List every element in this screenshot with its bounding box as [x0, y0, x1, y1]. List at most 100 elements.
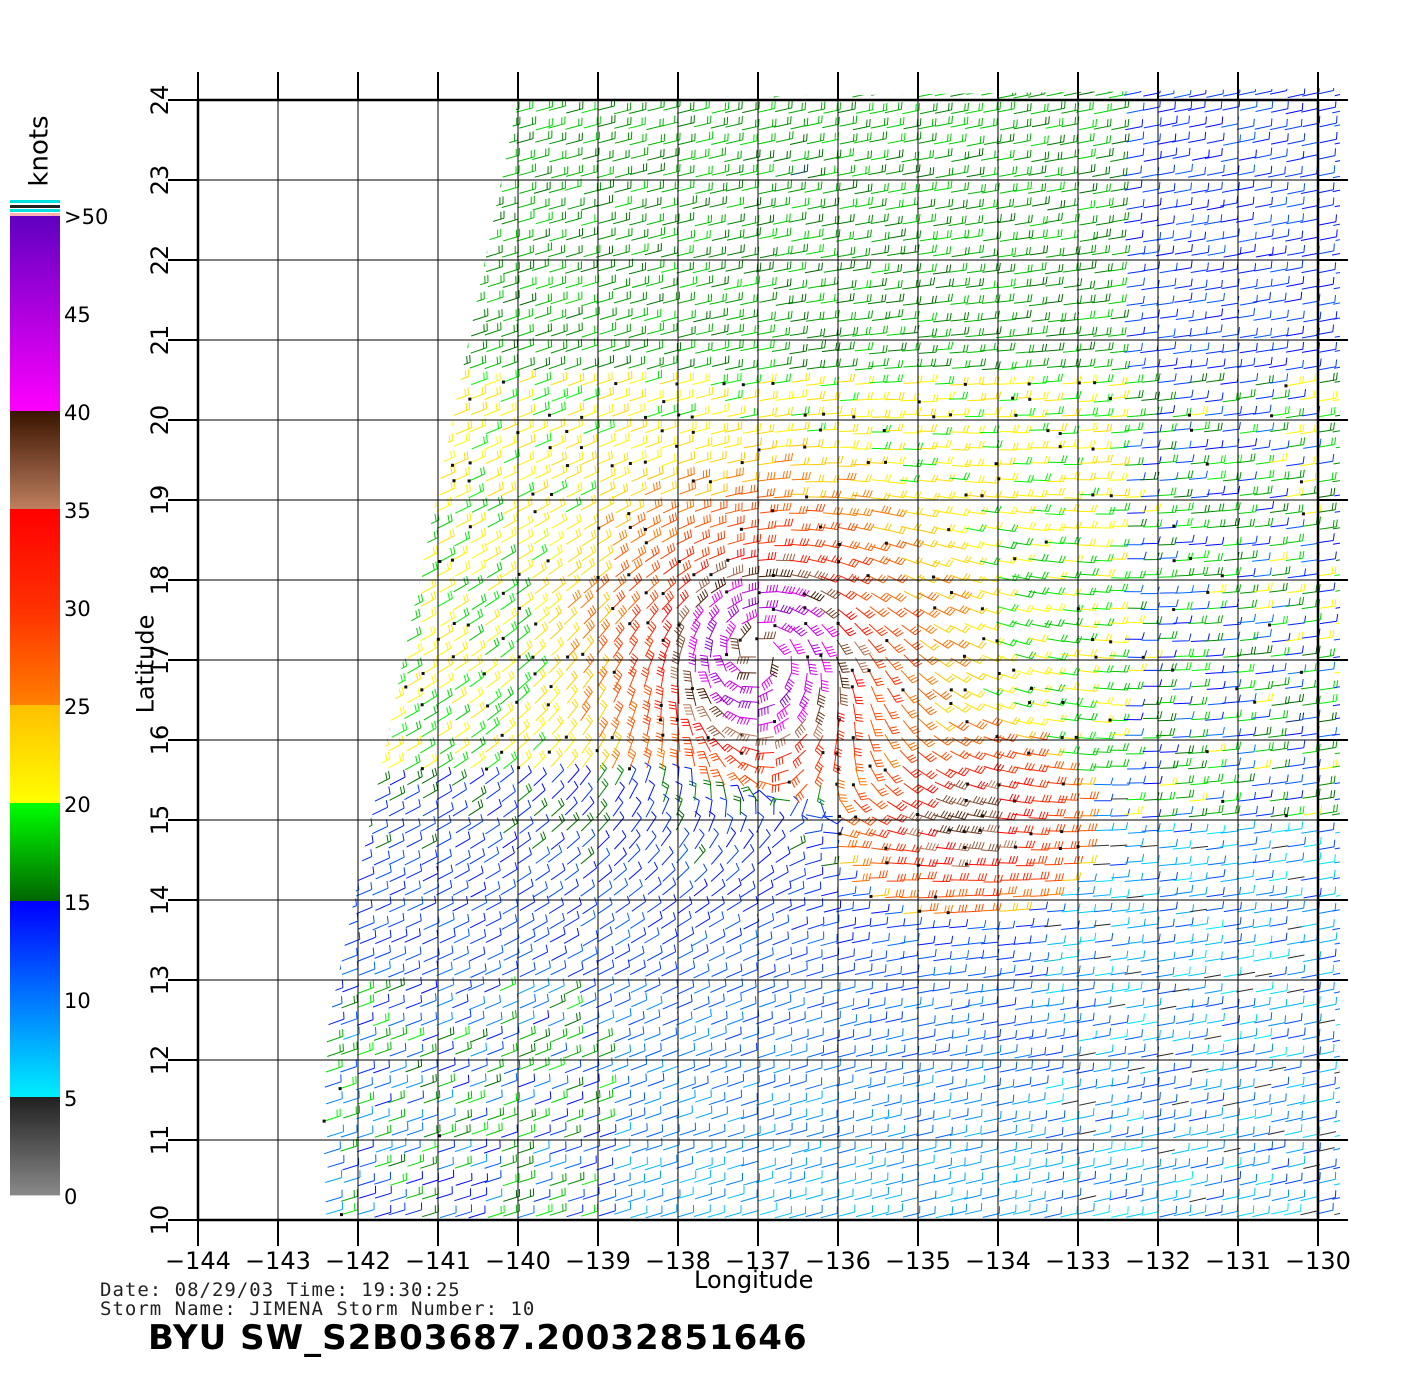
wind-barb — [471, 736, 486, 754]
wind-barb — [614, 1044, 632, 1059]
wind-barb — [871, 1172, 889, 1185]
wind-barb — [1268, 727, 1287, 738]
wind-barb — [868, 164, 887, 176]
wind-barb — [548, 733, 562, 753]
wind-barb — [694, 514, 711, 528]
wind-barb — [1287, 964, 1306, 976]
wind-barb — [372, 146, 390, 160]
wind-barb — [788, 389, 808, 399]
wind-barb — [451, 686, 467, 704]
wind-barb — [670, 684, 680, 704]
wind-barb — [532, 944, 549, 961]
wind-barb — [662, 995, 679, 1010]
wind-barb — [1060, 1142, 1079, 1154]
wind-barb — [671, 733, 681, 753]
wind-barb — [1352, 1011, 1369, 1022]
wind-barb — [1031, 997, 1050, 1009]
wind-barb — [934, 935, 954, 946]
wind-barb — [1253, 327, 1273, 339]
y-tick-label: 20 — [146, 405, 174, 436]
wind-barb — [949, 624, 971, 634]
wind-barb — [693, 310, 711, 323]
wind-barb — [917, 702, 937, 716]
wind-barb — [1204, 1174, 1223, 1187]
wind-barb — [1188, 949, 1207, 961]
wind-barb — [1205, 392, 1224, 403]
wind-barb — [1028, 262, 1047, 273]
wind-barb — [1013, 825, 1034, 834]
wind-barb — [820, 655, 833, 673]
wind-barb — [407, 149, 425, 162]
wind-barb — [646, 340, 664, 353]
wind-barb — [532, 993, 549, 1009]
rain-flag — [677, 413, 681, 417]
wind-barb — [839, 133, 858, 145]
wind-barb — [1093, 745, 1114, 753]
wind-barb — [1254, 260, 1273, 272]
wind-barb — [887, 342, 907, 352]
wind-barb — [1079, 231, 1099, 242]
wind-barb — [964, 1092, 982, 1105]
wind-barb — [420, 480, 437, 496]
wind-barb — [1109, 950, 1129, 961]
wind-barb — [1269, 615, 1289, 626]
wind-barb — [564, 1124, 581, 1138]
wind-barb — [356, 88, 374, 95]
wind-barb — [1061, 149, 1080, 160]
wind-barb — [1285, 504, 1304, 515]
wind-barb — [1142, 616, 1163, 624]
wind-barb — [1255, 1043, 1274, 1055]
wind-barb — [565, 147, 583, 160]
wind-barb — [563, 606, 578, 625]
wind-barb — [532, 543, 548, 561]
wind-barb — [550, 1042, 568, 1057]
wind-barb — [1334, 502, 1340, 513]
wind-barb — [1206, 231, 1225, 242]
wind-barb — [981, 843, 1002, 852]
wind-barb — [948, 525, 970, 534]
rain-flag — [819, 525, 823, 529]
wind-barb — [437, 400, 455, 415]
wind-barb — [1172, 966, 1191, 977]
wind-barb — [1078, 244, 1097, 255]
wind-barb — [743, 437, 762, 449]
wind-barb — [790, 456, 810, 466]
wind-barb — [1302, 1028, 1321, 1040]
wind-barb — [342, 624, 360, 640]
wind-barb — [358, 1173, 375, 1187]
wind-barb — [550, 863, 566, 881]
wind-barb — [824, 455, 844, 464]
wind-barb — [1077, 873, 1097, 883]
wind-barb — [1031, 196, 1050, 207]
wind-barb — [1030, 455, 1051, 464]
wind-barb — [852, 1091, 871, 1104]
rain-flag — [1284, 814, 1288, 818]
wind-barb — [469, 448, 487, 464]
wind-barb — [839, 358, 858, 368]
wind-barb — [615, 929, 631, 946]
wind-barb — [1013, 777, 1034, 786]
wind-barb — [1063, 1012, 1082, 1024]
wind-barb — [614, 195, 632, 208]
wind-barb — [519, 368, 537, 383]
wind-barb — [1044, 873, 1064, 882]
wind-barb — [757, 614, 777, 624]
wind-barb — [437, 433, 454, 448]
wind-barb — [535, 863, 551, 881]
wind-barb — [471, 720, 486, 738]
wind-barb — [692, 100, 710, 112]
wind-barb — [1190, 856, 1209, 866]
wind-barb — [1158, 373, 1177, 383]
wind-barb — [421, 1059, 438, 1073]
wind-barb — [631, 275, 649, 288]
wind-barb — [675, 634, 686, 655]
y-tick-label: 13 — [146, 965, 174, 996]
wind-barb — [1220, 309, 1240, 321]
wind-barb — [422, 545, 439, 561]
wind-barb — [407, 657, 423, 674]
wind-barb — [1172, 440, 1192, 450]
wind-barb — [327, 306, 345, 320]
wind-barb — [1012, 618, 1033, 627]
wind-barb — [1109, 1188, 1127, 1201]
wind-barb — [1125, 902, 1145, 913]
